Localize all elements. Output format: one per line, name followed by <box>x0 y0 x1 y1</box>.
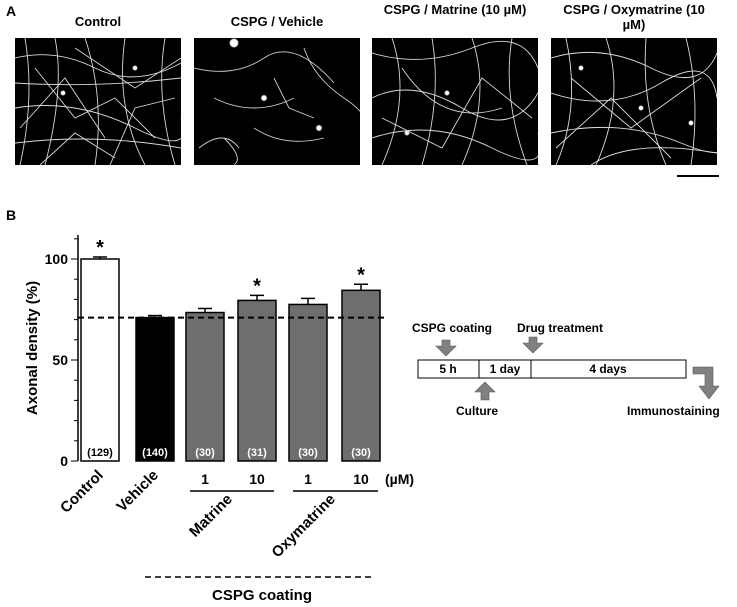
immunostaining-arrow-icon <box>692 366 720 400</box>
y-tick-label: 100 <box>45 251 69 267</box>
n-label: (129) <box>87 447 113 459</box>
panel-a-letter: A <box>6 3 17 19</box>
significance-star: * <box>357 264 365 286</box>
immunostaining-label: Immunostaining <box>627 404 720 418</box>
segment-5h-label: 5 h <box>439 362 456 376</box>
culture-label: Culture <box>456 404 498 418</box>
bar-6 <box>341 289 381 462</box>
significance-star: * <box>253 275 261 297</box>
n-label: (140) <box>142 447 168 459</box>
matrine-micrograph <box>372 38 538 165</box>
group-label: Control <box>57 467 107 517</box>
n-label: (30) <box>298 447 318 459</box>
group-label: Oxymatrine <box>268 491 338 561</box>
bar-2 <box>135 316 175 462</box>
oxymatrine-image-title: CSPG / Oxymatrine (10 µM) <box>563 2 705 32</box>
y-tick-label: 0 <box>60 453 68 469</box>
n-label: (31) <box>247 447 267 459</box>
bar-3 <box>185 311 225 462</box>
dose-label: 1 <box>304 471 312 487</box>
bar-1 <box>80 258 120 462</box>
cspg-coating-axis-label: CSPG coating <box>212 587 312 604</box>
culture-arrow-icon <box>474 381 496 401</box>
y-tick-label: 50 <box>52 352 68 368</box>
group-label: Vehicle <box>113 467 162 516</box>
control-micrograph <box>15 38 181 165</box>
vehicle-image-title: CSPG / Vehicle <box>230 14 324 29</box>
cspg-coating-arrow-icon <box>435 339 457 357</box>
oxymatrine-micrograph <box>551 38 717 165</box>
timeline-diagram: CSPG coating Drug treatment 5 h 1 day 4 … <box>412 321 720 418</box>
control-image-title: Control <box>74 14 122 29</box>
cspg-coating-label: CSPG coating <box>412 321 492 335</box>
scale-bar <box>677 175 719 177</box>
y-axis-label: Axonal density (%) <box>24 281 41 415</box>
dose-label: 10 <box>249 471 265 487</box>
bar-5 <box>288 303 328 462</box>
dose-label: 1 <box>201 471 209 487</box>
dose-unit-label: (µM) <box>385 471 414 487</box>
timeline-bar <box>417 359 687 379</box>
bar-4 <box>237 299 277 462</box>
matrine-image-title: CSPG / Matrine (10 µM) <box>383 2 527 17</box>
vehicle-micrograph <box>194 38 360 165</box>
group-label: Matrine <box>186 491 236 541</box>
panel-b-letter: B <box>6 207 17 223</box>
n-label: (30) <box>351 447 371 459</box>
n-label: (30) <box>195 447 215 459</box>
drug-treatment-label: Drug treatment <box>517 321 603 335</box>
segment-4days-label: 4 days <box>589 362 627 376</box>
dose-label: 10 <box>353 471 369 487</box>
significance-star: * <box>96 237 104 259</box>
drug-treatment-arrow-icon <box>522 336 544 354</box>
segment-1day-label: 1 day <box>490 362 521 376</box>
